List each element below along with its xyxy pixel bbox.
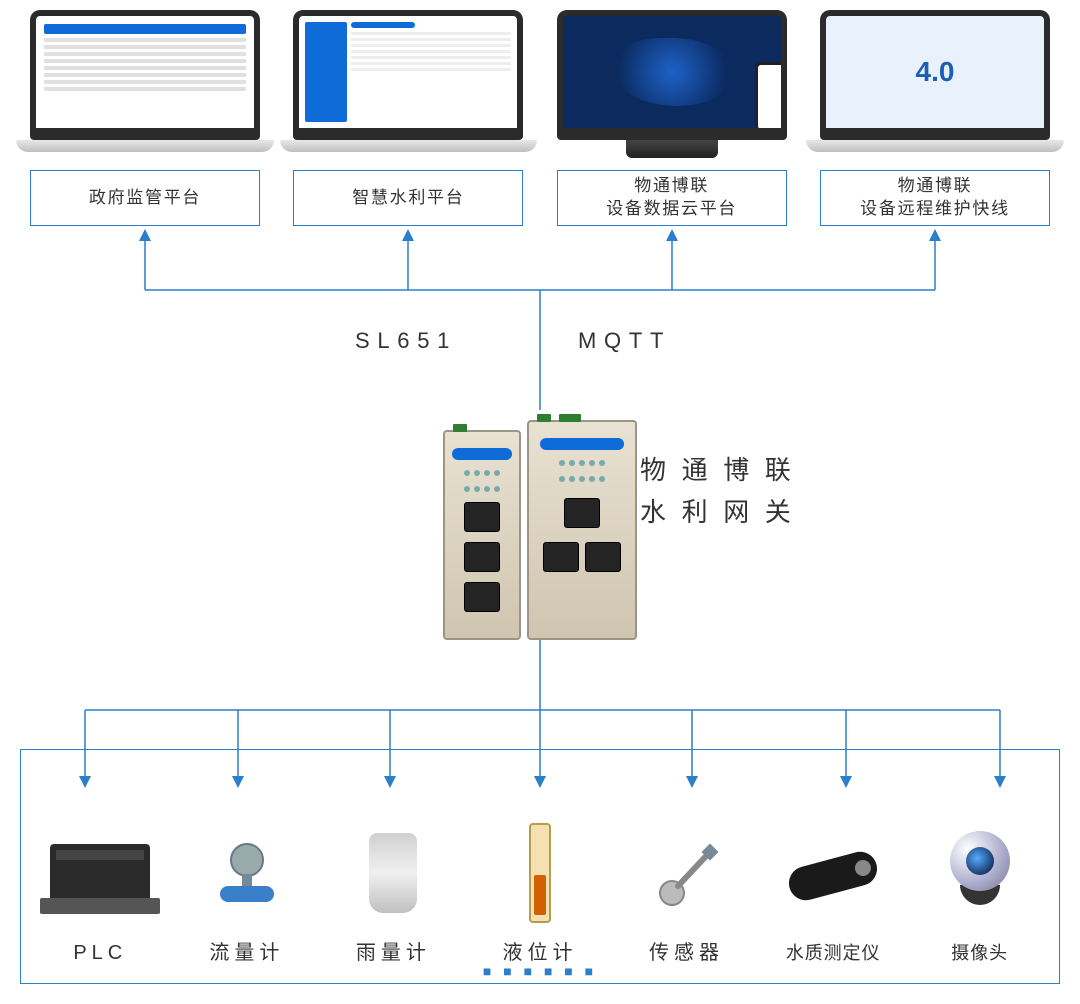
dots-indicator: ■ ■ ■ ■ ■ ■ xyxy=(483,963,597,979)
gateway-devices xyxy=(443,420,637,640)
laptop-gov xyxy=(30,10,260,158)
protocol-mqtt: MQTT xyxy=(578,328,671,354)
top-devices-row: 4.0 xyxy=(30,10,1050,158)
platform-maint-label: 物通博联 设备远程维护快线 xyxy=(860,175,1010,221)
gateway-large xyxy=(527,420,637,640)
gateway-label-1: 物通博联 xyxy=(640,455,806,485)
raingauge-icon xyxy=(369,833,417,913)
monitor-cloud xyxy=(557,10,787,158)
platform-water: 智慧水利平台 xyxy=(293,170,523,226)
quality-icon xyxy=(785,848,881,904)
camera-icon xyxy=(940,831,1020,921)
dev-level-label: 液位计 xyxy=(475,936,605,965)
dev-sensor-label: 传感器 xyxy=(622,936,752,965)
platform-cloud: 物通博联 设备数据云平台 xyxy=(557,170,787,226)
platform-gov-label: 政府监管平台 xyxy=(89,187,201,210)
dev-level: 液位计 xyxy=(475,818,605,965)
dev-sensor: 传感器 xyxy=(622,818,752,965)
platform-maint: 物通博联 设备远程维护快线 xyxy=(820,170,1050,226)
plc-icon xyxy=(50,844,150,914)
dev-plc-label: PLC xyxy=(35,942,165,965)
laptop-water xyxy=(293,10,523,158)
dev-camera: 摄像头 xyxy=(915,821,1045,965)
level-icon xyxy=(529,823,551,923)
dev-quality: 水质测定仪 xyxy=(768,821,898,965)
gateway-small xyxy=(443,430,521,640)
laptop-maint: 4.0 xyxy=(820,10,1050,158)
dev-rain-label: 雨量计 xyxy=(328,936,458,965)
gateway-label: 物通博联 水利网关 xyxy=(640,450,806,533)
dev-rain: 雨量计 xyxy=(328,818,458,965)
platform-cloud-label: 物通博联 设备数据云平台 xyxy=(606,175,737,221)
sensor-icon xyxy=(652,838,722,908)
platform-gov: 政府监管平台 xyxy=(30,170,260,226)
platform-boxes: 政府监管平台 智慧水利平台 物通博联 设备数据云平台 物通博联 设备远程维护快线 xyxy=(30,170,1050,226)
dev-flow: 流量计 xyxy=(182,818,312,965)
devices-box: PLC 流量计 雨量计 液位计 传感器 水质测定仪 摄像头 xyxy=(20,749,1060,984)
dev-camera-label: 摄像头 xyxy=(915,939,1045,965)
dev-plc: PLC xyxy=(35,824,165,965)
flowmeter-icon xyxy=(212,838,282,908)
gateway-label-2: 水利网关 xyxy=(640,497,806,527)
dev-flow-label: 流量计 xyxy=(182,936,312,965)
platform-water-label: 智慧水利平台 xyxy=(352,187,464,210)
dev-quality-label: 水质测定仪 xyxy=(768,939,898,965)
protocol-sl651: SL651 xyxy=(355,328,457,354)
